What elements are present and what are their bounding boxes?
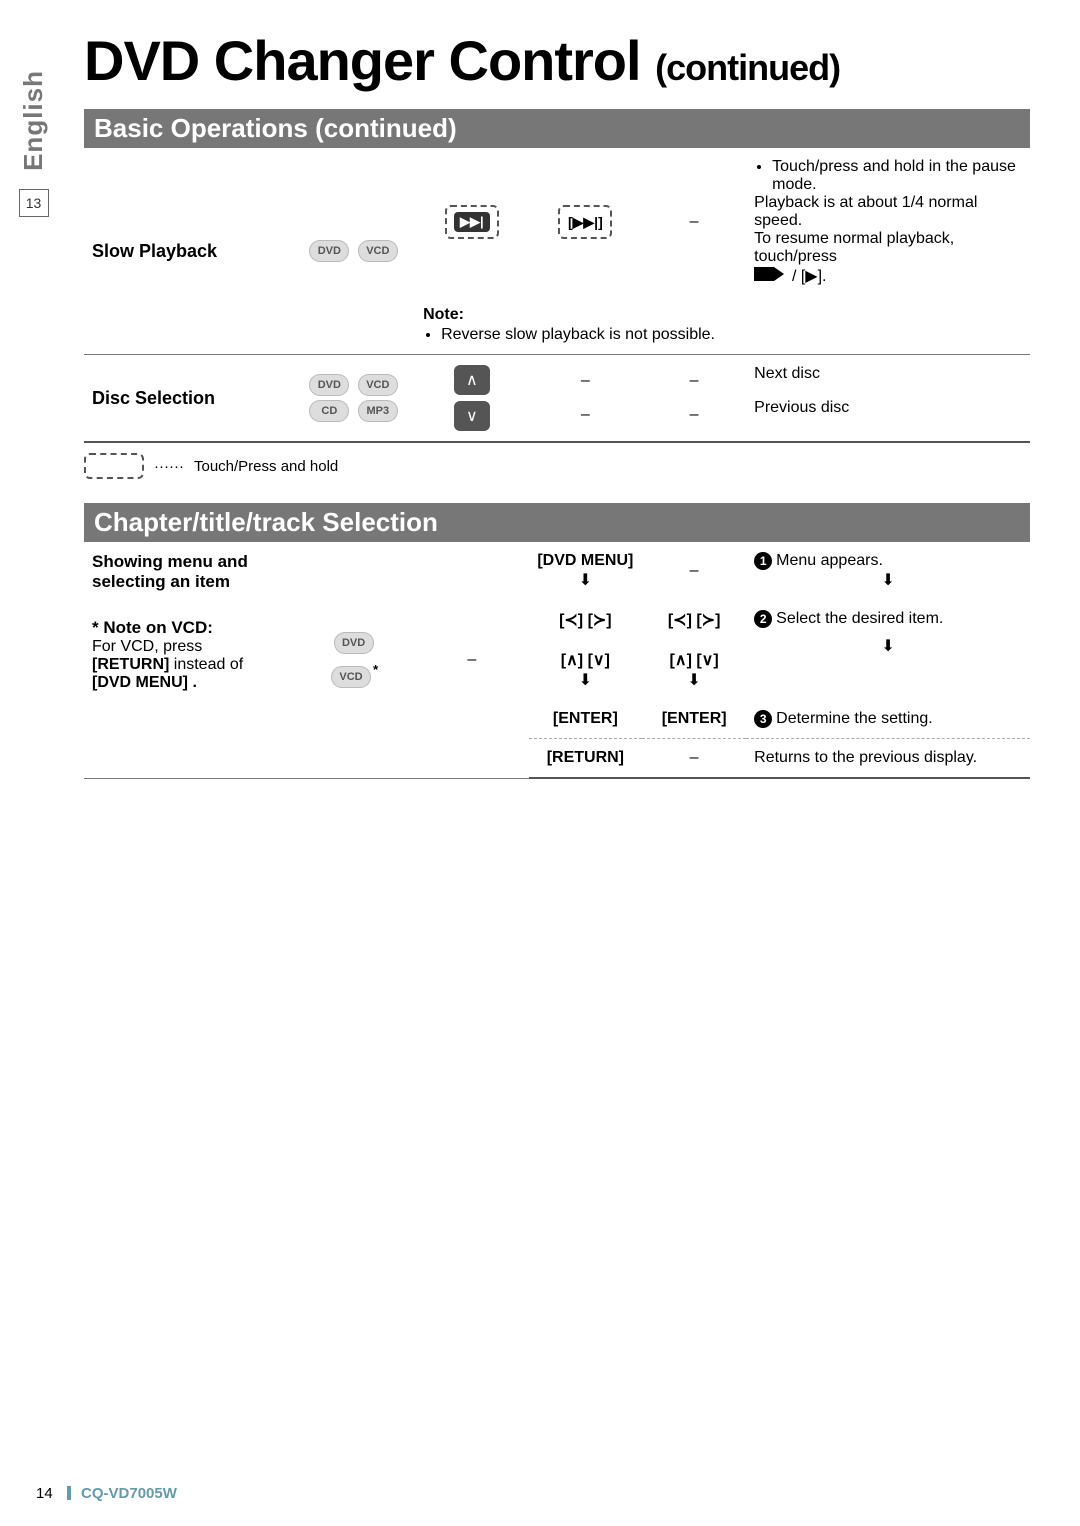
table-row: Showing menu and selecting an item * Not… xyxy=(84,542,1030,600)
remote2-down: – xyxy=(650,406,738,424)
rc2-enter: [ENTER] xyxy=(662,710,727,727)
touch-button-slow-fwd[interactable]: ▶▶| xyxy=(445,205,499,239)
disc-badge-dvd: DVD xyxy=(309,240,349,262)
desc-next-disc: Next disc xyxy=(754,365,1022,383)
play-rect-icon xyxy=(754,267,774,281)
table-row: Slow Playback DVD VCD ▶▶| [▶▶|] – Touch/… xyxy=(84,148,1030,296)
disc-badge-vcd: VCD xyxy=(331,666,371,688)
note-bullet: Reverse slow playback is not possible. xyxy=(441,326,1022,344)
rc2-up-down: [∧] [∨] xyxy=(670,652,719,669)
note-label: Note: xyxy=(423,306,464,323)
basic-operations-table: Slow Playback DVD VCD ▶▶| [▶▶|] – Touch/… xyxy=(84,148,1030,443)
section-header-basic: Basic Operations (continued) xyxy=(84,109,1030,148)
page-ref-box: 13 xyxy=(19,189,49,217)
remote-down: – xyxy=(537,406,635,424)
vcd-asterisk: * xyxy=(373,662,378,677)
remote2-up: – xyxy=(650,372,738,390)
rc-enter: [ENTER] xyxy=(553,710,618,727)
touch-button-down[interactable]: ∨ xyxy=(454,401,490,431)
footer: 14 CQ-VD7005W xyxy=(36,1485,177,1502)
remote-button-slow-fwd[interactable]: [▶▶|] xyxy=(558,205,612,239)
legend-text: Touch/Press and hold xyxy=(194,458,338,475)
footer-page-number: 14 xyxy=(36,1485,53,1502)
desc-line: Playback is at about 1/4 normal speed. xyxy=(754,194,1022,230)
rc2-left-right: [≺] [≻] xyxy=(668,612,721,629)
title-continued: (continued) xyxy=(655,47,840,88)
side-tab: English 13 xyxy=(18,70,49,217)
footer-bar-icon xyxy=(67,1486,71,1500)
step-2-text: Select the desired item. xyxy=(776,610,943,627)
vcd-note-line: For VCD, press xyxy=(92,638,284,656)
disc-badge-vcd: VCD xyxy=(358,374,398,396)
down-arrow-icon: ⬇ xyxy=(754,636,1022,656)
down-arrow-icon: ⬇ xyxy=(537,670,635,690)
step-3-badge: 3 xyxy=(754,710,772,728)
down-arrow-icon: ⬇ xyxy=(650,670,738,690)
step-1-text: Menu appears. xyxy=(776,552,883,569)
vcd-note-title: * Note on VCD: xyxy=(92,618,284,638)
down-arrow-icon: ⬇ xyxy=(754,570,1022,590)
remote2-slow: – xyxy=(642,148,746,296)
rc-dvdmenu: [DVD MENU] xyxy=(537,552,633,569)
disc-badge-mp3: MP3 xyxy=(358,400,398,422)
return-desc: Returns to the previous display. xyxy=(746,739,1030,779)
touch-button-up[interactable]: ∧ xyxy=(454,365,490,395)
step-1-badge: 1 xyxy=(754,552,772,570)
row-label-disc-selection: Disc Selection xyxy=(92,388,215,408)
vcd-note-line: [RETURN] instead of xyxy=(92,656,284,674)
legend-dots: ······ xyxy=(154,458,184,475)
legend-swatch-dashed xyxy=(84,453,144,479)
step-2-badge: 2 xyxy=(754,610,772,628)
desc-prev-disc: Previous disc xyxy=(754,399,1022,417)
fast-forward-icon: [▶▶|] xyxy=(568,214,603,231)
footer-model: CQ-VD7005W xyxy=(81,1485,177,1502)
title-main: DVD Changer Control xyxy=(84,29,641,92)
section-header-chapter: Chapter/title/track Selection xyxy=(84,503,1030,542)
row-label-line1: Showing menu and xyxy=(92,552,284,572)
fast-forward-icon: ▶▶| xyxy=(454,212,490,232)
rc-left-right: [≺] [≻] xyxy=(559,612,612,629)
rc2-blank: – xyxy=(642,739,746,779)
rc2-blank: – xyxy=(642,542,746,600)
desc-bullet: Touch/press and hold in the pause mode. xyxy=(772,158,1022,194)
chevron-down-icon: ∨ xyxy=(466,406,478,426)
touch-col: – xyxy=(415,542,529,778)
vcd-note-line2b: instead of xyxy=(169,656,243,673)
row-label-slow-playback: Slow Playback xyxy=(92,241,217,261)
disc-badge-cd: CD xyxy=(309,400,349,422)
chevron-up-icon: ∧ xyxy=(466,370,478,390)
disc-badge-dvd: DVD xyxy=(309,374,349,396)
row-label-line2: selecting an item xyxy=(92,572,284,592)
page-title: DVD Changer Control (continued) xyxy=(84,28,1030,93)
rc-up-down: [∧] [∨] xyxy=(561,652,610,669)
legend: ······ Touch/Press and hold xyxy=(84,453,1030,479)
desc-line: / [▶]. xyxy=(754,266,1022,286)
desc-line: To resume normal playback, touch/press xyxy=(754,230,1022,266)
desc-suffix: / [▶]. xyxy=(792,268,827,285)
dvdmenu-key-label: [DVD MENU] . xyxy=(92,674,197,691)
remote-up: – xyxy=(537,372,635,390)
chapter-selection-table: Showing menu and selecting an item * Not… xyxy=(84,542,1030,779)
language-tab: English xyxy=(18,70,49,171)
rc-return: [RETURN] xyxy=(547,749,624,766)
step-3-text: Determine the setting. xyxy=(776,710,933,727)
disc-badge-vcd: VCD xyxy=(358,240,398,262)
slow-playback-desc: Touch/press and hold in the pause mode. xyxy=(754,158,1022,194)
disc-badge-dvd: DVD xyxy=(334,632,374,654)
table-row: Disc Selection DVD VCD CD MP3 ∧ ∨ xyxy=(84,355,1030,443)
return-key-label: [RETURN] xyxy=(92,656,169,673)
down-arrow-icon: ⬇ xyxy=(537,570,635,590)
